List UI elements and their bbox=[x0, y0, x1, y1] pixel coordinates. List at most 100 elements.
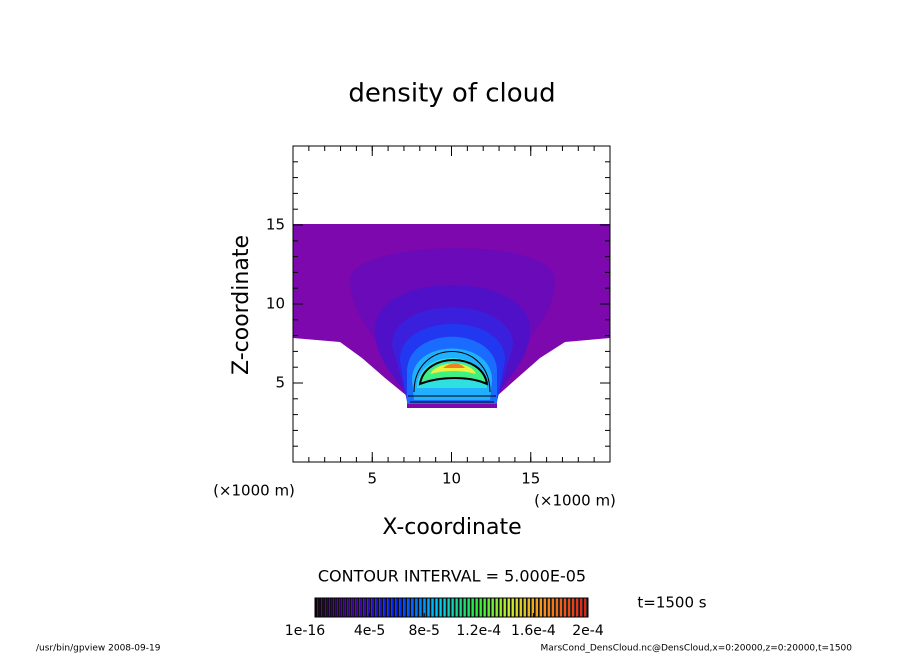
colorbar-gap bbox=[469, 598, 472, 617]
colorbar-stripe bbox=[467, 598, 470, 617]
colorbar-stripe bbox=[543, 598, 547, 617]
colorbar-gap bbox=[542, 598, 544, 617]
colorbar-stripe bbox=[515, 598, 518, 617]
colorbar-stripe bbox=[479, 598, 482, 617]
colorbar-stripe bbox=[487, 598, 490, 617]
x-tick-label: 10 bbox=[442, 470, 461, 488]
colorbar-gap bbox=[401, 598, 404, 617]
colorbar-gap bbox=[566, 598, 568, 617]
colorbar-gap bbox=[538, 598, 540, 617]
colorbar-stripe bbox=[471, 598, 474, 617]
colorbar-stripe bbox=[483, 598, 486, 617]
colorbar-stripe bbox=[559, 598, 563, 617]
colorbar-stripe bbox=[579, 598, 583, 617]
colorbar-gap bbox=[429, 598, 432, 617]
colorbar-gap bbox=[497, 598, 500, 617]
colorbar-gap bbox=[333, 598, 336, 617]
colorbar-stripe bbox=[335, 598, 338, 617]
colorbar-stripe bbox=[495, 598, 498, 617]
colorbar-stripe bbox=[563, 598, 567, 617]
colorbar-stripe bbox=[435, 598, 438, 617]
colorbar-stripe bbox=[379, 598, 382, 617]
colorbar-gap bbox=[385, 598, 388, 617]
colorbar-gap bbox=[381, 598, 384, 617]
colorbar-stripe bbox=[391, 598, 394, 617]
colorbar-gap bbox=[485, 598, 488, 617]
colorbar-stripe bbox=[355, 598, 358, 617]
colorbar-gap bbox=[578, 598, 580, 617]
colorbar-gap bbox=[525, 598, 528, 617]
colorbar-stripe bbox=[371, 598, 374, 617]
colorbar-gap bbox=[437, 598, 440, 617]
colorbar-stripe bbox=[375, 598, 378, 617]
colorbar-gap bbox=[449, 598, 452, 617]
colorbar-stripe bbox=[387, 598, 390, 617]
field-region bbox=[443, 363, 465, 368]
footer-left: /usr/bin/gpview 2008-09-19 bbox=[36, 644, 161, 654]
colorbar-stripe bbox=[327, 598, 330, 617]
colorbar-stripe bbox=[531, 598, 535, 617]
contour-interval: CONTOUR INTERVAL = 5.000E-05 bbox=[318, 567, 586, 586]
x-tick-label: 5 bbox=[367, 470, 377, 488]
colorbar-stripe bbox=[331, 598, 334, 617]
y-unit: (×1000 m) bbox=[213, 482, 295, 500]
colorbar-stripe bbox=[319, 598, 322, 617]
colorbar-stripe bbox=[583, 598, 587, 617]
colorbar-gap bbox=[481, 598, 484, 617]
colorbar-gap bbox=[465, 598, 468, 617]
chart-title: density of cloud bbox=[348, 79, 555, 109]
colorbar-gap bbox=[517, 598, 520, 617]
contour-line bbox=[413, 351, 491, 393]
colorbar-stripe bbox=[491, 598, 494, 617]
colorbar-stripe bbox=[519, 598, 522, 617]
colorbar-gap bbox=[433, 598, 436, 617]
colorbar-frame bbox=[314, 597, 589, 618]
colorbar-stripe bbox=[503, 598, 506, 617]
colorbar-stripe bbox=[459, 598, 462, 617]
y-tick-label: 10 bbox=[266, 295, 285, 313]
colorbar-stripe bbox=[411, 598, 414, 617]
colorbar-stripe bbox=[575, 598, 579, 617]
colorbar-tick-label: 1.2e-4 bbox=[456, 623, 501, 639]
colorbar-stripe bbox=[555, 598, 559, 617]
colorbar-stripe bbox=[407, 598, 410, 617]
y-tick-label: 5 bbox=[275, 374, 285, 392]
colorbar-gap bbox=[409, 598, 412, 617]
colorbar-stripe bbox=[315, 598, 318, 617]
x-tick-label: 15 bbox=[521, 470, 540, 488]
colorbar-stripe bbox=[363, 598, 366, 617]
colorbar-gap bbox=[397, 598, 400, 617]
colorbar-stripe bbox=[511, 598, 514, 617]
colorbar-gap bbox=[477, 598, 480, 617]
colorbar-stripe bbox=[403, 598, 406, 617]
colorbar-gap bbox=[558, 598, 560, 617]
colorbar-gap bbox=[345, 598, 348, 617]
colorbar-gap bbox=[321, 598, 324, 617]
colorbar-gap bbox=[361, 598, 364, 617]
colorbar-gap bbox=[473, 598, 476, 617]
colorbar-gap bbox=[586, 598, 588, 617]
colorbar-stripe bbox=[539, 598, 543, 617]
x-axis-label: X-coordinate bbox=[382, 515, 521, 540]
colorbar-stripe bbox=[423, 598, 426, 617]
colorbar bbox=[315, 598, 588, 617]
colorbar-stripe bbox=[431, 598, 434, 617]
colorbar-stripe bbox=[507, 598, 510, 617]
colorbar-gap bbox=[341, 598, 344, 617]
colorbar-gap bbox=[337, 598, 340, 617]
colorbar-gap bbox=[405, 598, 408, 617]
colorbar-gap bbox=[421, 598, 424, 617]
colorbar-gap bbox=[574, 598, 576, 617]
colorbar-gap bbox=[546, 598, 548, 617]
contour-line bbox=[408, 395, 496, 403]
colorbar-stripe bbox=[475, 598, 478, 617]
colorbar-gap bbox=[369, 598, 372, 617]
colorbar-stripe bbox=[395, 598, 398, 617]
colorbar-gap bbox=[353, 598, 356, 617]
colorbar-gap bbox=[325, 598, 328, 617]
colorbar-gap bbox=[357, 598, 360, 617]
colorbar-gap bbox=[445, 598, 448, 617]
colorbar-stripe bbox=[527, 598, 530, 617]
colorbar-stripe bbox=[399, 598, 402, 617]
